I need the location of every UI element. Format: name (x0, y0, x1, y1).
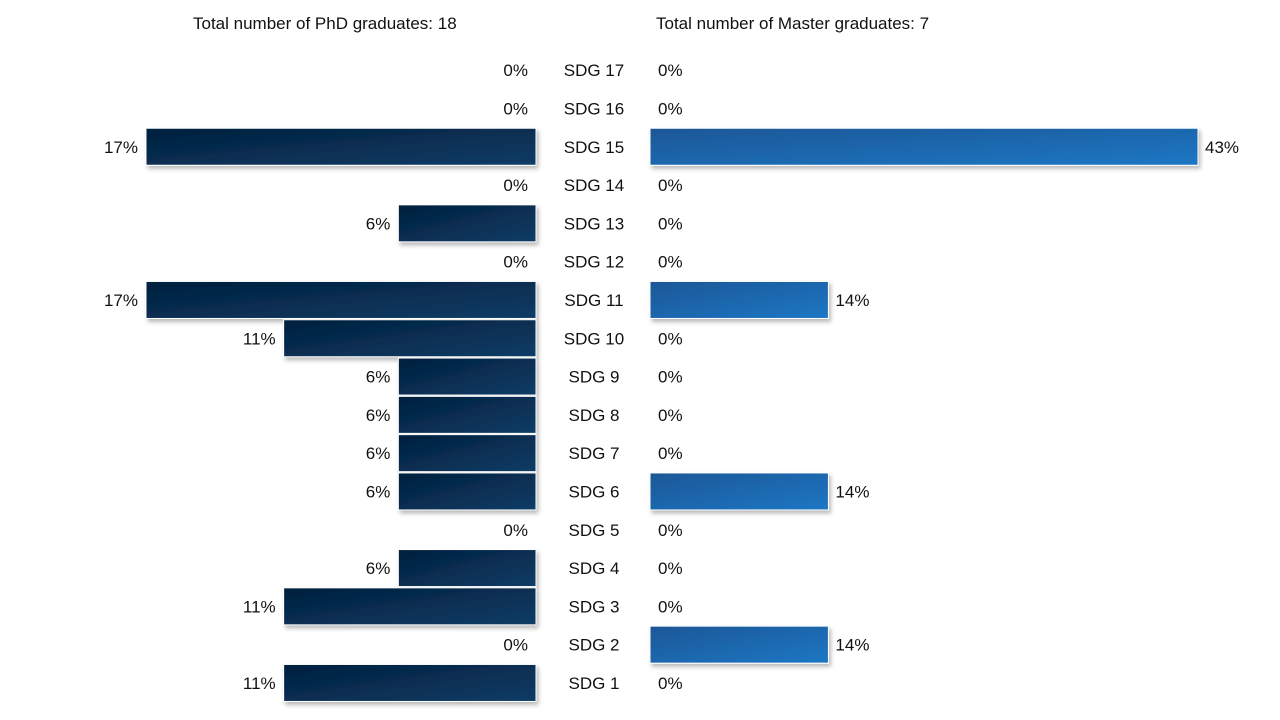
phd-value-label: 0% (503, 176, 528, 195)
master-value-label: 0% (658, 559, 683, 578)
category-label-sdg-7: SDG 7 (568, 444, 619, 463)
phd-value-label: 6% (366, 559, 391, 578)
phd-value-label: 6% (366, 482, 391, 501)
category-label-sdg-8: SDG 8 (568, 406, 619, 425)
phd-bar-sdg-8 (397, 395, 537, 434)
phd-value-label: 0% (503, 99, 528, 118)
data-labels: 0% 0% 0% 0% 17% 43% 0% 0% 6% 0% 0% 0% 17% 14% 11% 0% 6% 0… (104, 61, 1239, 693)
phd-bar-sdg-9 (397, 357, 537, 396)
phd-bar-sdg-15 (145, 127, 537, 166)
category-label-sdg-4: SDG 4 (568, 559, 619, 578)
phd-bars (145, 127, 537, 702)
phd-bar-sdg-10 (283, 319, 537, 358)
category-label-sdg-1: SDG 1 (568, 674, 619, 693)
master-value-label: 0% (658, 444, 683, 463)
category-labels: SDG 17 SDG 16 SDG 15 SDG 14 SDG 13 SDG 12 SDG … (564, 61, 624, 693)
master-value-label: 14% (835, 636, 869, 655)
master-value-label: 0% (658, 176, 683, 195)
phd-bar-sdg-13 (397, 204, 537, 243)
phd-bar-sdg-11 (145, 280, 537, 319)
category-label-sdg-13: SDG 13 (564, 214, 624, 233)
master-value-label: 0% (658, 406, 683, 425)
master-value-label: 14% (835, 482, 869, 501)
master-value-label: 0% (658, 61, 683, 80)
master-bar-sdg-6 (649, 472, 829, 511)
phd-value-label: 11% (243, 597, 276, 616)
master-value-label: 0% (658, 597, 683, 616)
master-value-label: 14% (835, 291, 869, 310)
phd-value-label: 11% (243, 329, 276, 348)
phd-value-label: 0% (503, 636, 528, 655)
master-bar-sdg-15 (649, 127, 1199, 166)
phd-value-label: 17% (104, 138, 138, 157)
phd-value-label: 6% (366, 214, 391, 233)
phd-value-label: 6% (366, 406, 391, 425)
category-label-sdg-6: SDG 6 (568, 482, 619, 501)
phd-value-label: 17% (104, 291, 138, 310)
category-label-sdg-14: SDG 14 (564, 176, 624, 195)
category-label-sdg-9: SDG 9 (568, 368, 619, 387)
phd-bar-sdg-7 (397, 434, 537, 473)
category-label-sdg-3: SDG 3 (568, 597, 619, 616)
category-label-sdg-11: SDG 11 (564, 291, 623, 310)
master-bars (649, 127, 1199, 664)
phd-bar-sdg-6 (397, 472, 537, 511)
category-label-sdg-17: SDG 17 (564, 61, 624, 80)
phd-bar-sdg-3 (283, 587, 537, 626)
category-label-sdg-15: SDG 15 (564, 138, 624, 157)
category-label-sdg-10: SDG 10 (564, 329, 624, 348)
category-label-sdg-5: SDG 5 (568, 521, 619, 540)
master-bar-sdg-2 (649, 625, 829, 664)
category-label-sdg-12: SDG 12 (564, 253, 624, 272)
phd-value-label: 0% (503, 521, 528, 540)
master-value-label: 0% (658, 99, 683, 118)
master-total-header: Total number of Master graduates: 7 (656, 14, 930, 33)
phd-value-label: 0% (503, 253, 528, 272)
category-label-sdg-2: SDG 2 (568, 636, 619, 655)
master-value-label: 0% (658, 253, 683, 272)
phd-value-label: 0% (503, 61, 528, 80)
phd-value-label: 11% (243, 674, 276, 693)
master-value-label: 0% (658, 674, 683, 693)
category-label-sdg-16: SDG 16 (564, 99, 624, 118)
phd-bar-sdg-1 (283, 663, 537, 702)
master-bar-sdg-11 (649, 280, 829, 319)
phd-bar-sdg-4 (397, 549, 537, 588)
master-value-label: 0% (658, 368, 683, 387)
master-value-label: 0% (658, 329, 683, 348)
master-value-label: 0% (658, 521, 683, 540)
phd-value-label: 6% (366, 368, 391, 387)
phd-total-header: Total number of PhD graduates: 18 (193, 14, 457, 33)
phd-value-label: 6% (366, 444, 391, 463)
master-value-label: 43% (1205, 138, 1239, 157)
master-value-label: 0% (658, 214, 683, 233)
